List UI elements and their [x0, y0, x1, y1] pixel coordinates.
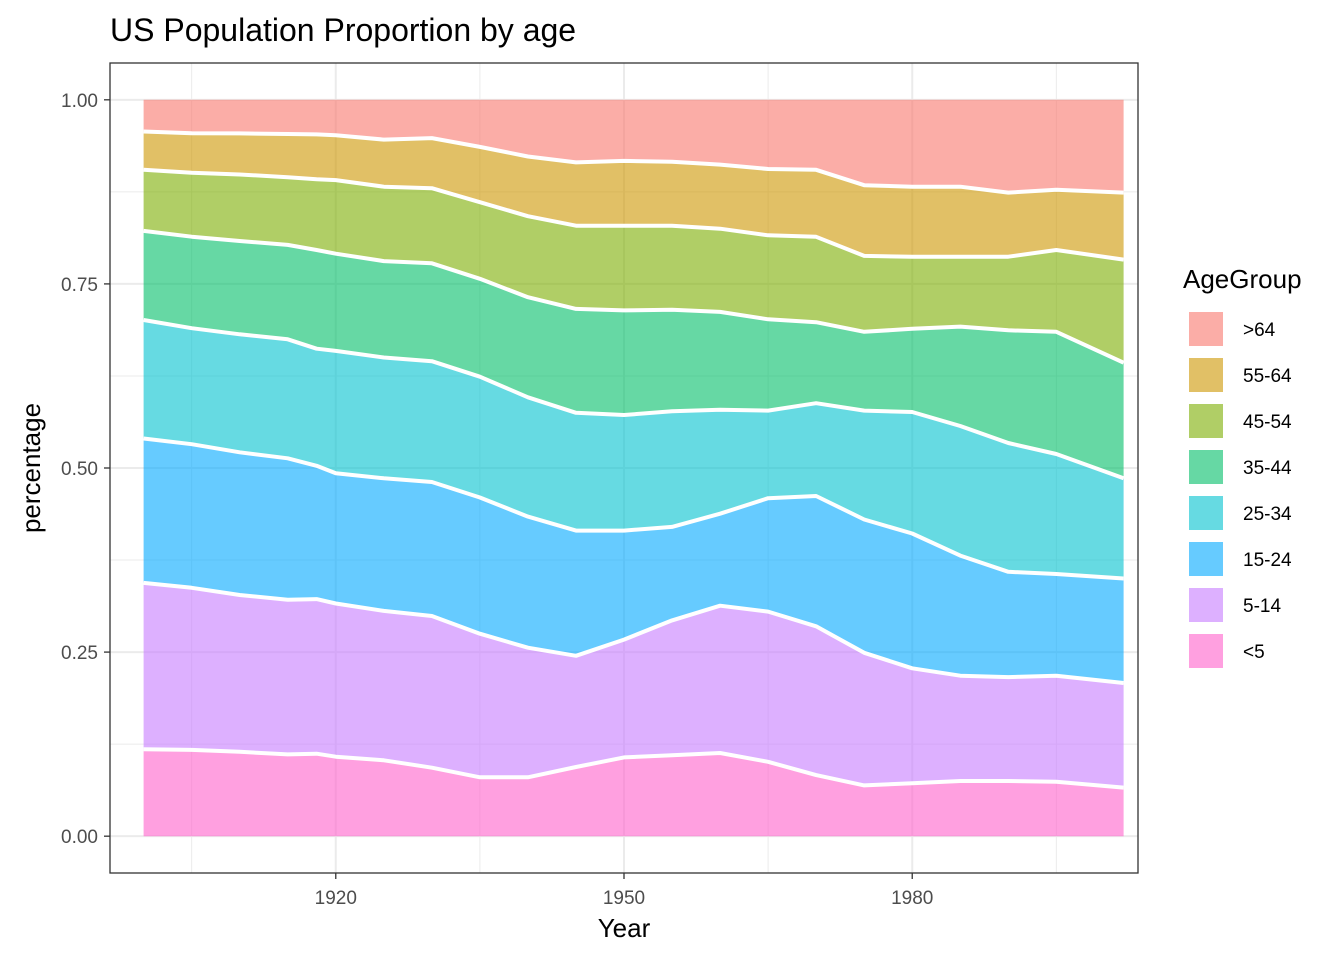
legend-label: 25-34 [1243, 504, 1292, 525]
x-tick-label: 1980 [891, 888, 933, 909]
stack-boundary-line [143, 318, 1125, 481]
area-4554-layer [143, 169, 1124, 363]
legend-label: 55-64 [1243, 366, 1292, 387]
area-5-layer [143, 749, 1124, 837]
legend-swatch [1189, 634, 1223, 668]
y-tick-label: 0.00 [61, 827, 98, 848]
x-tick-label: 1950 [603, 888, 645, 909]
y-axis-title: percentage [16, 403, 46, 533]
stack-boundary-line [143, 228, 1125, 365]
y-axis: 0.00 0.25 0.50 0.75 1.00 [61, 91, 110, 848]
area-layers [143, 99, 1124, 837]
stack-boundary-line [143, 747, 1124, 790]
area-2534-layer [143, 320, 1124, 579]
y-tick-label: 1.00 [61, 91, 98, 112]
chart-title: US Population Proportion by age [110, 12, 576, 48]
legend-swatch [1189, 404, 1223, 438]
legend-label: <5 [1243, 642, 1265, 663]
x-axis: 1920 1950 1980 [315, 873, 933, 909]
legend-swatch [1189, 542, 1223, 576]
legend-swatch [1189, 358, 1223, 392]
x-tick-label: 1920 [315, 888, 357, 909]
legend-title: AgeGroup [1183, 264, 1302, 294]
stack-boundary-line [143, 580, 1124, 685]
stack-boundary-line [143, 436, 1124, 581]
legend-label: >64 [1243, 320, 1276, 341]
legend-label: 5-14 [1243, 596, 1281, 617]
legend-label: 15-24 [1243, 550, 1292, 571]
legend-swatch [1189, 588, 1223, 622]
legend: >64 55-64 45-54 35-44 25-34 15-24 5-14 <5 [1189, 312, 1292, 668]
legend-swatch [1189, 450, 1223, 484]
stack-boundary-line [143, 129, 1124, 195]
legend-swatch [1189, 312, 1223, 346]
y-tick-label: 0.50 [61, 459, 98, 480]
stack-boundary-line [143, 167, 1124, 262]
x-axis-title: Year [598, 913, 651, 943]
area-64-layer [143, 99, 1124, 193]
area-514-layer [143, 582, 1124, 788]
stack-boundaries [143, 129, 1125, 790]
y-tick-label: 0.75 [61, 275, 98, 296]
legend-label: 35-44 [1243, 458, 1292, 479]
area-3544-layer [143, 230, 1124, 479]
y-tick-label: 0.25 [61, 643, 98, 664]
legend-label: 45-54 [1243, 412, 1292, 433]
legend-swatch [1189, 496, 1223, 530]
area-1524-layer [143, 438, 1124, 683]
area-5564-layer [143, 131, 1124, 260]
